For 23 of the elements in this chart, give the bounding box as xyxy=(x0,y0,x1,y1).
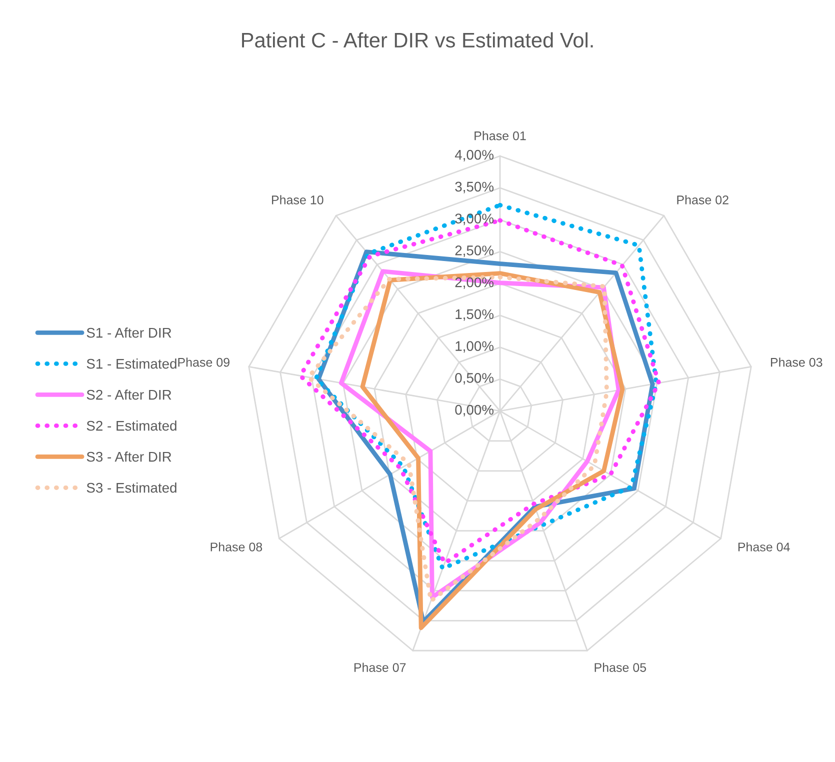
spoke-label: Phase 01 xyxy=(474,131,526,140)
legend-label: S2 - Estimated xyxy=(86,420,176,431)
spoke-label: Phase 04 xyxy=(738,542,790,552)
y-tick-label: 1,00% xyxy=(456,341,494,353)
y-tick-label: 1,50% xyxy=(456,309,494,321)
spoke-label: Phase 02 xyxy=(677,195,728,204)
y-tick-label: 0,50% xyxy=(455,373,494,384)
legend-label: S3 - After DIR xyxy=(86,452,172,462)
spoke-label: Phase 07 xyxy=(354,662,406,672)
spoke-label: Phase 05 xyxy=(594,662,646,672)
y-tick-label: 0,00% xyxy=(455,404,494,416)
legend-label: S3 - Estimated xyxy=(86,482,176,493)
legend-label: S2 - After DIR xyxy=(86,390,172,400)
spoke-label: Phase 10 xyxy=(272,195,324,204)
legend-label: S1 - After DIR xyxy=(86,328,172,338)
spoke-label: Phase 03 xyxy=(770,358,822,367)
y-tick-label: 4,00% xyxy=(454,150,494,162)
y-tick-label: 2,50% xyxy=(455,246,494,257)
spoke-label: Phase 08 xyxy=(210,542,262,552)
legend-label: S1 - Estimated xyxy=(86,358,176,369)
y-tick-label: 3,50% xyxy=(455,182,494,194)
spoke-label: Phase 09 xyxy=(178,358,230,367)
chart-title: Patient C - After DIR vs Estimated Vol. xyxy=(242,32,593,48)
